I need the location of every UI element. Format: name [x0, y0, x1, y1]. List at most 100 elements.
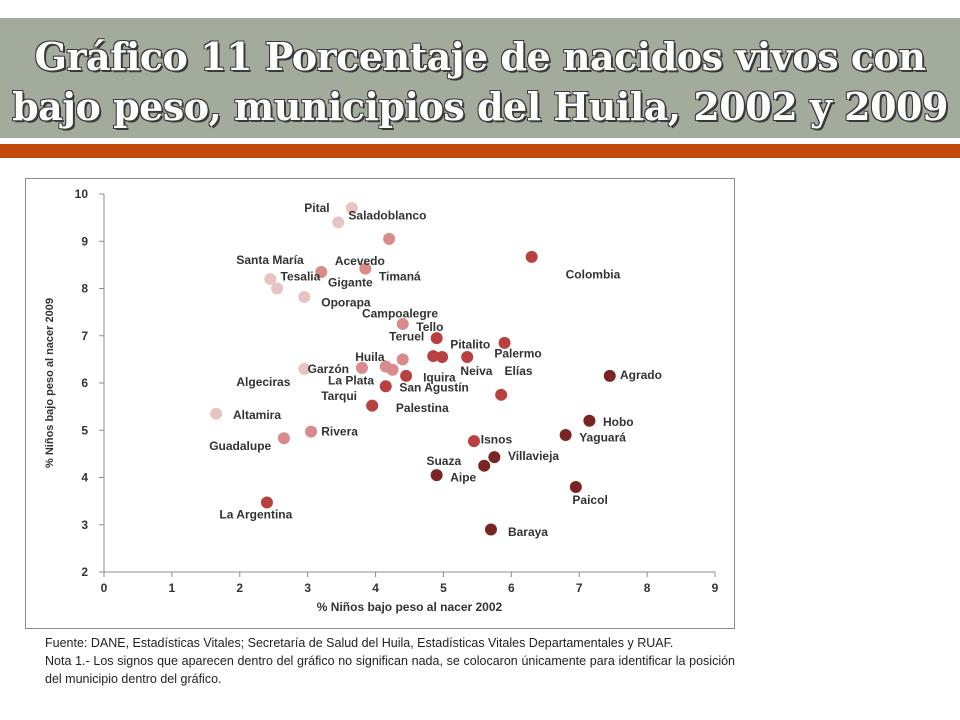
data-point [298, 362, 311, 375]
data-point [430, 469, 443, 482]
y-tick-label: 10 [75, 187, 89, 201]
point-annotation: Iquira [423, 370, 456, 384]
title-band: Gráfico 11 Porcentaje de nacidos vivos c… [0, 18, 960, 138]
data-point [525, 250, 538, 263]
point-annotation: Acevedo [335, 254, 385, 268]
x-tick-label: 9 [712, 581, 719, 595]
point-annotation: Altamira [233, 408, 281, 422]
point-annotation: Tarqui [321, 389, 357, 403]
data-point [315, 265, 328, 278]
y-tick-label: 5 [81, 423, 88, 437]
x-tick-label: 0 [101, 581, 108, 595]
chart-svg: 0 1 2 3 4 5 6 7 8 9 2 3 4 5 6 7 8 9 10 % Niños bajo peso al… [44, 187, 719, 614]
data-point [386, 363, 399, 376]
point-annotation: La Plata [328, 374, 374, 388]
point-annotation: Guadalupe [209, 439, 271, 453]
point-annotation: Neiva [460, 364, 492, 378]
point-annotation: Elías [505, 364, 533, 378]
point-annotation: Teruel [389, 330, 424, 344]
point-annotation: Tello [416, 320, 443, 334]
point-annotation: Villavieja [508, 449, 559, 463]
point-annotation: Oporapa [321, 296, 371, 310]
footnote-source: Fuente: DANE, Estadísticas Vitales; Secr… [45, 636, 674, 650]
y-tick-label: 3 [81, 518, 88, 532]
data-point [484, 523, 497, 536]
accent-bar [0, 144, 960, 158]
data-point [467, 435, 480, 448]
point-annotation: Yaguará [579, 430, 626, 444]
point-annotation: Baraya [508, 525, 548, 539]
x-axis-title: % Niños bajo peso al nacer 2002 [317, 600, 503, 614]
y-tick-label: 4 [81, 471, 88, 485]
point-annotation: Timaná [379, 270, 421, 284]
y-axis-title: % Niños bajo peso al nacer 2009 [44, 298, 56, 468]
point-annotation: Palestina [396, 401, 449, 415]
data-point [569, 480, 582, 493]
point-annotation: Gigante [328, 275, 373, 289]
data-point [345, 202, 358, 215]
data-point [603, 369, 616, 382]
point-annotation: Saladoblanco [348, 208, 426, 222]
data-point [436, 351, 449, 364]
point-annotation: Suaza [426, 454, 461, 468]
footnote-note: Nota 1.- Los signos que aparecen dentro … [45, 654, 735, 686]
y-tick-label: 7 [81, 329, 88, 343]
data-point [298, 291, 311, 304]
data-point [264, 273, 277, 286]
data-point [305, 425, 318, 438]
x-tick-label: 8 [644, 581, 651, 595]
y-tick-label: 6 [81, 376, 88, 390]
point-annotation: Aipe [450, 471, 476, 485]
point-annotation: Hobo [603, 415, 634, 429]
data-point [271, 282, 284, 295]
data-point [383, 232, 396, 245]
slide-title: Gráfico 11 Porcentaje de nacidos vivos c… [0, 32, 960, 132]
point-annotation: Palermo [494, 347, 541, 361]
y-tick-label: 9 [81, 234, 88, 248]
data-point [461, 351, 474, 364]
point-annotation: Pital [304, 201, 329, 215]
point-annotation: Santa María [236, 253, 304, 267]
data-point [559, 428, 572, 441]
data-point [396, 317, 409, 330]
point-annotation: Paicol [572, 493, 607, 507]
data-point [210, 407, 223, 420]
data-point [396, 353, 409, 366]
data-point [430, 332, 443, 345]
point-annotation: La Argentina [219, 507, 292, 521]
data-point [359, 262, 372, 275]
y-tick-label: 8 [81, 282, 88, 296]
data-point [260, 496, 273, 509]
data-point [355, 361, 368, 374]
point-annotation: Tesalia [281, 270, 321, 284]
data-point [495, 388, 508, 401]
data-point [488, 451, 501, 464]
point-annotation: Agrado [620, 368, 662, 382]
data-point [379, 380, 392, 393]
data-point [427, 350, 440, 363]
scatter-chart: 0 1 2 3 4 5 6 7 8 9 2 3 4 5 6 7 8 9 10 % Niños bajo peso al… [25, 178, 735, 629]
point-annotation: San Agustín [399, 381, 469, 395]
title-line-2: bajo peso, municipios del Huila, 2002 y … [12, 84, 948, 129]
point-annotation: Rivera [321, 425, 358, 439]
point-annotation: Pitalito [450, 337, 490, 351]
point-annotation: Huila [355, 350, 385, 364]
data-point [498, 336, 511, 349]
point-annotation: Isnos [481, 433, 513, 447]
point-annotation: Campoalegre [362, 307, 438, 321]
data-point [366, 399, 379, 412]
y-tick-label: 2 [81, 565, 88, 579]
x-tick-label: 3 [304, 581, 311, 595]
point-annotation: Garzón [308, 362, 349, 376]
point-annotation: Algeciras [236, 375, 290, 389]
x-tick-label: 1 [169, 581, 176, 595]
data-point [400, 369, 413, 382]
data-point [277, 432, 290, 445]
data-point [478, 459, 491, 472]
title-line-1: Gráfico 11 Porcentaje de nacidos vivos c… [34, 34, 926, 79]
x-tick-label: 4 [372, 581, 379, 595]
data-point [583, 414, 596, 427]
x-tick-label: 7 [576, 581, 583, 595]
x-tick-label: 5 [440, 581, 447, 595]
data-point [332, 216, 345, 229]
